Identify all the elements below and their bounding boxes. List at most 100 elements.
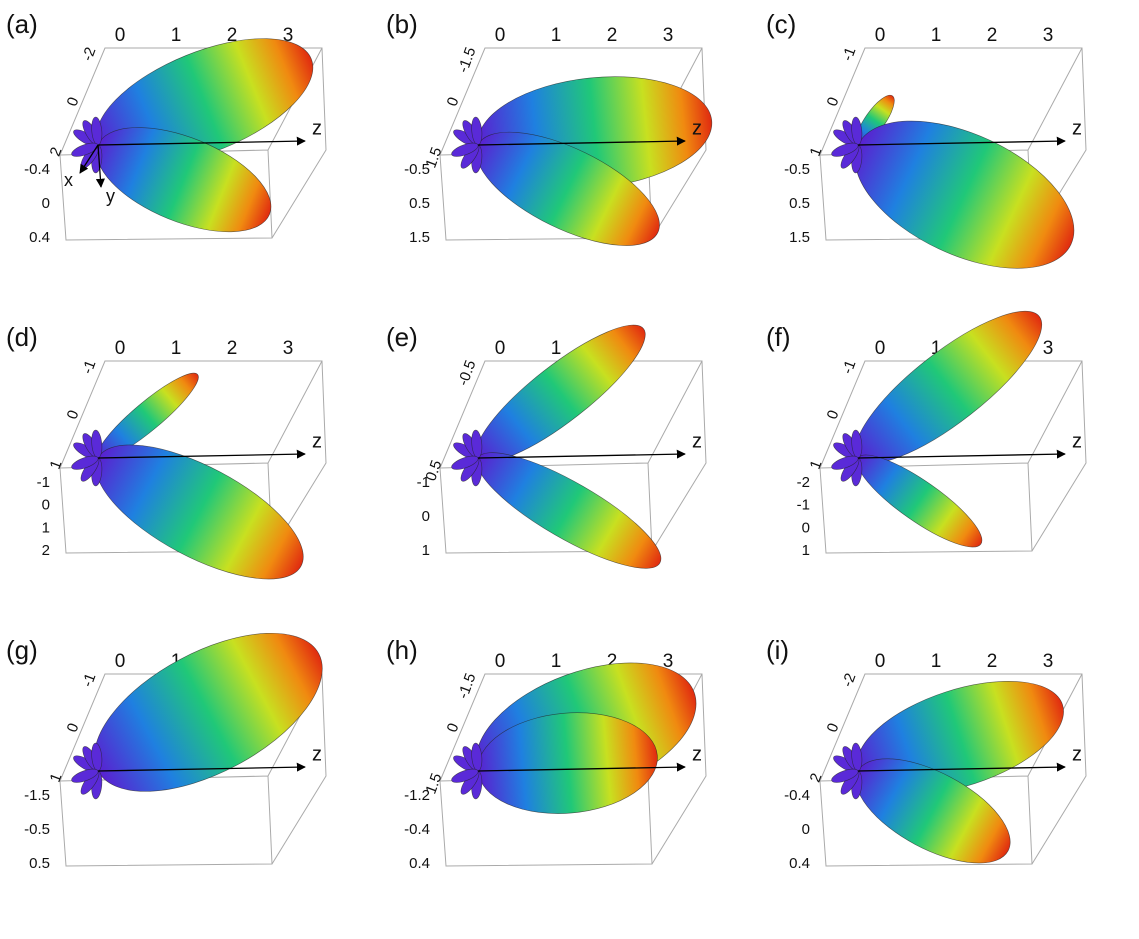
panel-label: (e) [386,322,418,352]
top-tick-label: 1 [551,651,562,672]
top-tick-label: 0 [495,651,506,672]
z-axis [857,762,1066,772]
depth-tick-label: 1.5 [422,145,445,170]
top-tick-label: 3 [1043,25,1054,46]
top-tick-label: 1 [931,338,942,359]
side-tick-label: 1 [42,519,50,536]
depth-tick-label: 1 [807,145,826,159]
top-tick-label: 0 [875,338,886,359]
side-tick-label: 1.5 [409,229,430,246]
top-tick-label: 3 [283,338,294,359]
side-tick-label: -2 [797,474,810,491]
z-axis [477,136,686,146]
top-tick-label: 1 [171,338,182,359]
depth-tick-label: -2 [839,671,860,689]
top-tick-label: 3 [663,651,674,672]
depth-tick-label: -1 [79,358,100,376]
side-tick-label: -0.4 [404,821,430,838]
depth-tick-label: 0 [444,721,463,735]
depth-tick-label: 1 [47,458,66,472]
side-tick-label: 0.4 [409,855,430,872]
z-axis [857,449,1066,459]
side-tick-label: 0.4 [789,855,810,872]
top-tick-label: 0 [875,25,886,46]
top-tick-label: 2 [987,25,998,46]
axis-label: z [692,430,702,452]
side-tick-label: 0 [42,497,50,514]
side-tick-label: 1 [802,542,810,559]
side-tick-label: -1 [797,497,810,514]
depth-tick-label: -1 [79,671,100,689]
top-tick-label: 1 [171,25,182,46]
top-tick-label: 0 [495,25,506,46]
top-tick-label: 1 [551,338,562,359]
axis-label: y [106,186,115,206]
radiation-lobe [856,454,983,548]
depth-tick-label: -1 [839,358,860,376]
side-tick-label: -0.4 [24,161,50,178]
top-tick-label: 2 [987,651,998,672]
axis-label: z [312,430,322,452]
panel: (d) 0 1 2 3 -1 0 1 -1 0 1 2 z [6,322,327,580]
radiation-lobe [94,632,323,792]
panel: (a) 0 1 2 3 -2 0 2 -0.4 0 0.4 x y z [6,9,327,246]
top-tick-label: 3 [1043,651,1054,672]
panel-label: (i) [766,635,789,665]
panel: (i) 0 1 2 3 -2 0 2 -0.4 0 0.4 z [766,635,1087,872]
top-tick-label: 0 [115,338,126,359]
depth-tick-label: 1 [47,771,66,785]
depth-tick-label: 2 [47,145,66,159]
depth-tick-label: 0.5 [422,458,445,483]
z-axis [477,449,686,459]
side-tick-label: -1 [37,474,50,491]
top-tick-label: 2 [227,25,238,46]
side-tick-label: -0.4 [784,787,810,804]
depth-tick-label: 1.5 [422,771,445,796]
top-tick-label: 1 [551,25,562,46]
z-axis [97,762,306,772]
depth-tick-label: 0 [64,408,83,422]
axis-label: z [312,743,322,765]
side-tick-label: -1 [417,474,430,491]
x-axis [79,144,99,174]
axis-label: z [692,117,702,139]
panel-label: (h) [386,635,418,665]
depth-tick-label: 0 [444,95,463,109]
side-tick-label: 0 [42,195,50,212]
axis-label: x [64,170,73,190]
panel: (b) 0 1 2 3-1.501.5-0.50.51.5z [386,9,713,246]
panel: (c) 0 1 2 3 -1 0 1 -0.5 0.5 1.5 z [766,9,1087,269]
side-tick-label: 0.5 [409,195,430,212]
top-tick-label: 0 [115,25,126,46]
axis-label: z [1072,430,1082,452]
top-tick-label: 0 [875,651,886,672]
depth-tick-label: 0 [824,408,843,422]
top-tick-label: 1 [931,651,942,672]
side-tick-label: 0 [802,519,810,536]
panel-label: (f) [766,322,791,352]
side-tick-label: -1.2 [404,787,430,804]
top-tick-label: 0 [495,338,506,359]
box-outline [819,360,1087,554]
panel-label: (a) [6,9,38,39]
top-tick-label: 3 [663,25,674,46]
depth-tick-label: -1 [839,45,860,63]
top-tick-label: 1 [931,25,942,46]
y-axis [95,144,105,188]
side-tick-label: 0 [802,821,810,838]
axis-label: z [692,743,702,765]
side-tick-label: -0.5 [24,821,50,838]
axis-label: z [312,117,322,139]
top-tick-label: 0 [115,651,126,672]
depth-tick-label: 0 [64,95,83,109]
side-tick-label: 0.5 [789,195,810,212]
depth-tick-label: 2 [807,771,826,785]
side-tick-label: 0.5 [29,855,50,872]
panel: (h) 0 1 2 3-1.501.5-1.2-0.40.4z [386,635,707,872]
z-axis [97,136,306,146]
side-tick-label: 0.4 [29,229,50,246]
